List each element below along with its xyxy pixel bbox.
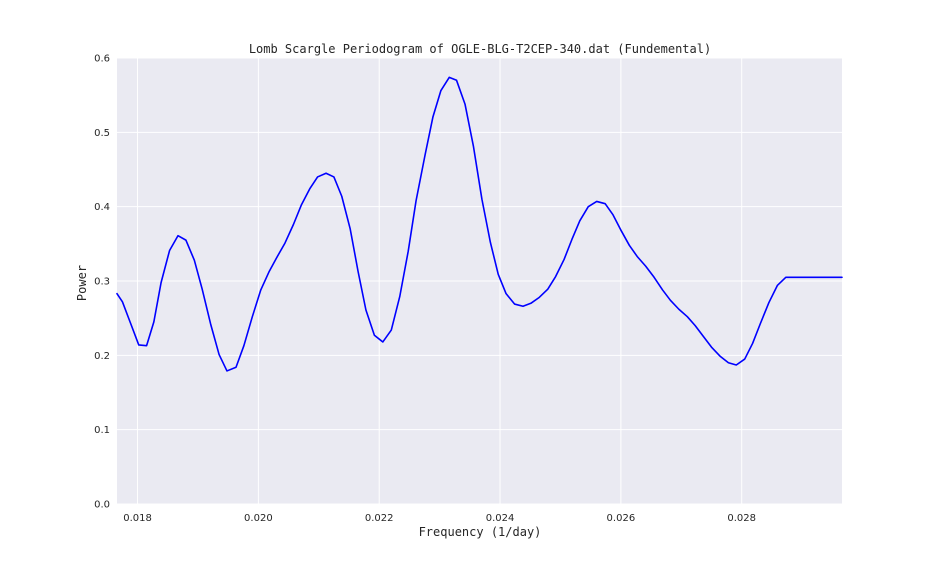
x-axis-label: Frequency (1/day) <box>419 525 542 539</box>
power-series-line <box>116 76 843 372</box>
x-axis-ticks: 0.018 0.020 0.022 0.024 0.026 0.028 <box>123 513 756 524</box>
y-tick-label: 0.2 <box>94 351 110 362</box>
y-tick-label: 0.4 <box>94 202 110 213</box>
series-layer <box>116 76 843 372</box>
x-tick-label: 0.026 <box>607 513 636 524</box>
x-tick-label: 0.018 <box>123 513 152 524</box>
y-tick-label: 0.3 <box>94 277 110 288</box>
y-tick-label: 0.5 <box>94 128 110 139</box>
x-tick-label: 0.024 <box>486 513 515 524</box>
grid <box>117 57 842 505</box>
y-axis-ticks: 0.0 0.1 0.2 0.3 0.4 0.5 0.6 <box>94 54 110 511</box>
y-tick-label: 0.6 <box>94 54 110 65</box>
y-axis-label: Power <box>75 265 89 301</box>
y-tick-label: 0.0 <box>94 500 110 511</box>
x-tick-label: 0.022 <box>365 513 394 524</box>
x-tick-label: 0.028 <box>727 513 756 524</box>
chart-title: Lomb Scargle Periodogram of OGLE-BLG-T2C… <box>249 42 711 56</box>
y-tick-label: 0.1 <box>94 425 110 436</box>
x-tick-label: 0.020 <box>244 513 273 524</box>
